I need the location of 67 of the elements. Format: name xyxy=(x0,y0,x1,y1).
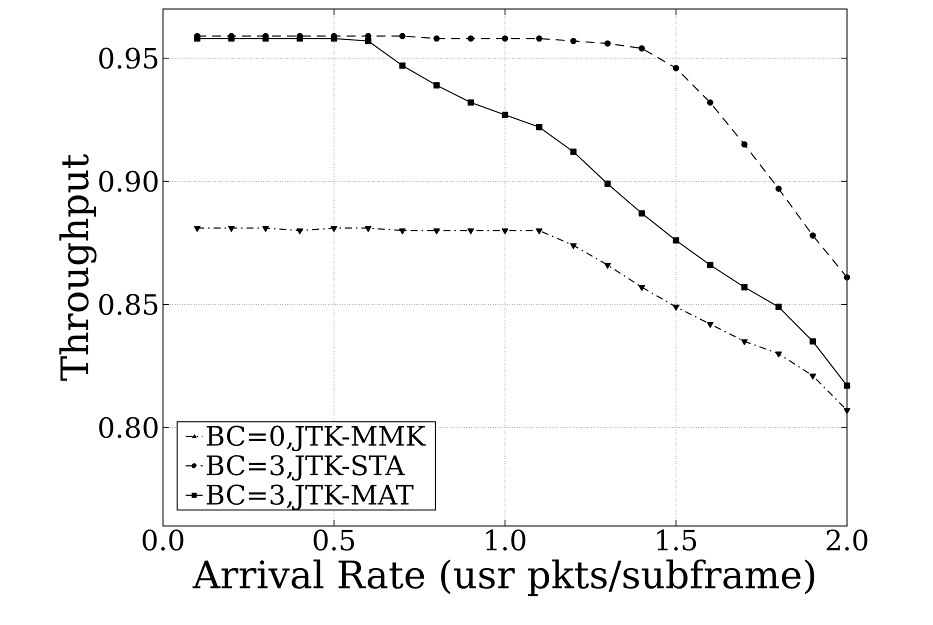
x-axis-title: Arrival Rate (usr pkts/subframe) xyxy=(192,559,814,596)
point xyxy=(330,226,338,232)
point xyxy=(844,408,850,414)
x-tick-label: 1.0 xyxy=(486,530,526,551)
point xyxy=(570,38,577,44)
point xyxy=(433,82,440,88)
point xyxy=(536,124,542,130)
point xyxy=(262,35,269,42)
point xyxy=(638,210,645,216)
point xyxy=(775,304,782,310)
point xyxy=(502,35,508,42)
point xyxy=(775,186,782,192)
point xyxy=(707,262,714,268)
point xyxy=(844,274,850,280)
point xyxy=(194,226,201,232)
point xyxy=(536,228,543,234)
y-axis-title: Throughput xyxy=(59,154,96,381)
y-tick-label: 0.95 xyxy=(99,48,158,69)
legend-label: BC=3,JTK-STA xyxy=(206,455,405,481)
point xyxy=(262,226,269,232)
point xyxy=(365,38,372,44)
point xyxy=(604,262,611,269)
point xyxy=(844,382,850,389)
point xyxy=(536,35,542,42)
point xyxy=(468,35,474,42)
point xyxy=(433,228,440,234)
point xyxy=(296,35,303,42)
point xyxy=(399,228,406,234)
point xyxy=(672,64,680,72)
point xyxy=(604,180,611,187)
point xyxy=(502,112,508,118)
point xyxy=(741,141,748,148)
point xyxy=(570,148,577,155)
point xyxy=(468,99,474,106)
point xyxy=(810,232,816,239)
point xyxy=(604,40,611,47)
point xyxy=(399,62,406,69)
point xyxy=(638,285,646,291)
point xyxy=(228,226,235,232)
x-tick-label: 1.5 xyxy=(657,530,696,551)
legend-label: BC=3,JTK-MAT xyxy=(206,484,414,510)
point xyxy=(570,243,577,250)
point xyxy=(707,99,714,106)
point xyxy=(467,228,474,234)
legend-label: BC=0,JTK-MMK xyxy=(206,426,426,452)
x-tick-label: 0.0 xyxy=(142,530,184,551)
point xyxy=(775,352,782,358)
point xyxy=(194,35,200,42)
y-tick-label: 0.80 xyxy=(99,416,158,438)
point xyxy=(296,228,304,234)
point xyxy=(741,284,748,290)
y-tick-label: 0.90 xyxy=(99,170,158,192)
point xyxy=(638,45,645,52)
point xyxy=(399,32,406,40)
point xyxy=(706,322,714,328)
point xyxy=(330,35,338,42)
point xyxy=(502,228,508,234)
point xyxy=(741,339,748,346)
x-tick-label: 2.0 xyxy=(826,530,868,551)
x-tick-label: 0.5 xyxy=(314,530,354,551)
point xyxy=(672,237,680,244)
point xyxy=(809,374,816,380)
point xyxy=(810,338,816,344)
point xyxy=(433,35,440,42)
point xyxy=(672,304,680,311)
y-tick-label: 0.85 xyxy=(99,294,158,315)
point xyxy=(364,226,372,232)
